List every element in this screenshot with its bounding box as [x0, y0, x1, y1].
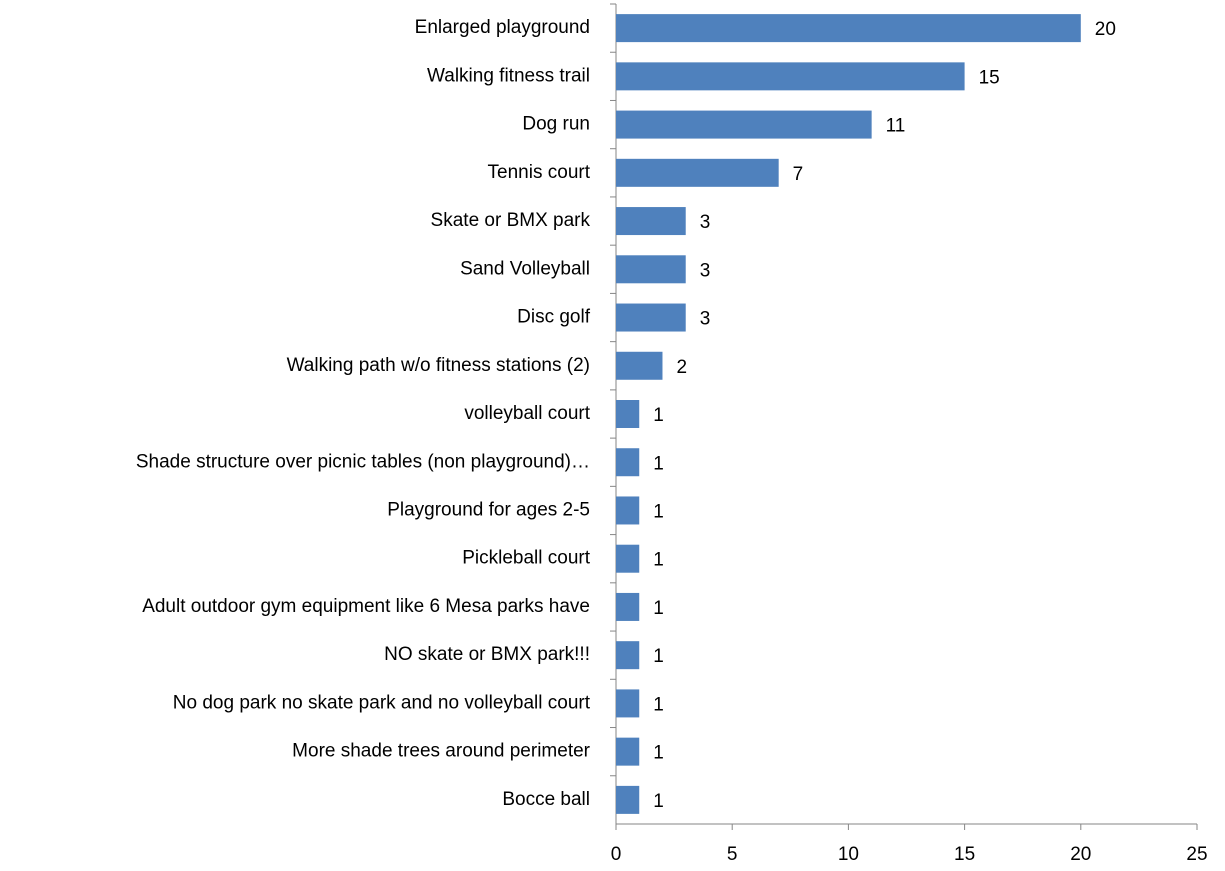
bar — [616, 303, 686, 332]
y-tick-label: Disc golf — [517, 307, 591, 328]
value-label: 1 — [653, 743, 664, 764]
bar — [616, 14, 1081, 43]
y-tick-label: More shade trees around perimeter — [292, 741, 590, 762]
bar — [616, 207, 686, 236]
value-label: 2 — [676, 357, 687, 378]
bar — [616, 110, 872, 139]
value-label: 1 — [653, 405, 664, 426]
y-tick-label: Skate or BMX park — [431, 210, 591, 231]
bar — [616, 351, 663, 380]
y-tick-label: Adult outdoor gym equipment like 6 Mesa … — [142, 596, 590, 617]
value-label: 1 — [653, 791, 664, 812]
y-tick-label: Bocce ball — [502, 789, 590, 810]
bar — [616, 592, 640, 621]
bar — [616, 62, 965, 91]
value-label: 3 — [700, 309, 711, 330]
value-label: 1 — [653, 694, 664, 715]
y-tick-label: Dog run — [522, 114, 590, 135]
value-label: 11 — [886, 116, 906, 137]
bar — [616, 158, 779, 187]
bar — [616, 689, 640, 718]
value-label: 3 — [700, 212, 711, 233]
y-tick-label: Tennis court — [488, 162, 591, 183]
value-label: 1 — [653, 501, 664, 522]
x-tick-label: 15 — [954, 844, 975, 865]
value-label: 1 — [653, 550, 664, 571]
value-label: 3 — [700, 260, 711, 281]
bar — [616, 496, 640, 525]
bar — [616, 737, 640, 766]
x-tick-label: 5 — [727, 844, 738, 865]
bar — [616, 785, 640, 814]
value-label: 1 — [653, 453, 664, 474]
y-tick-label: Enlarged playground — [415, 17, 590, 38]
y-tick-label: volleyball court — [464, 403, 590, 424]
value-label: 1 — [653, 598, 664, 619]
value-label: 15 — [979, 67, 1000, 88]
x-tick-label: 20 — [1070, 844, 1091, 865]
value-label: 1 — [653, 646, 664, 667]
bar — [616, 641, 640, 670]
bar — [616, 255, 686, 284]
y-tick-label: Pickleball court — [462, 548, 590, 569]
value-label: 7 — [793, 164, 804, 185]
y-tick-label: NO skate or BMX park!!! — [384, 644, 590, 665]
y-tick-label: Sand Volleyball — [460, 258, 590, 279]
bar — [616, 544, 640, 573]
x-tick-label: 10 — [838, 844, 859, 865]
y-tick-label: Walking fitness trail — [427, 65, 590, 86]
y-tick-label: Shade structure over picnic tables (non … — [136, 451, 590, 472]
x-tick-label: 0 — [611, 844, 622, 865]
value-label: 20 — [1095, 19, 1116, 40]
bar — [616, 400, 640, 428]
y-tick-label: Walking path w/o fitness stations (2) — [287, 355, 590, 376]
y-tick-label: No dog park no skate park and no volleyb… — [173, 692, 591, 713]
x-tick-label: 25 — [1186, 844, 1207, 865]
bar — [616, 448, 640, 477]
y-tick-label: Playground for ages 2-5 — [387, 499, 590, 520]
